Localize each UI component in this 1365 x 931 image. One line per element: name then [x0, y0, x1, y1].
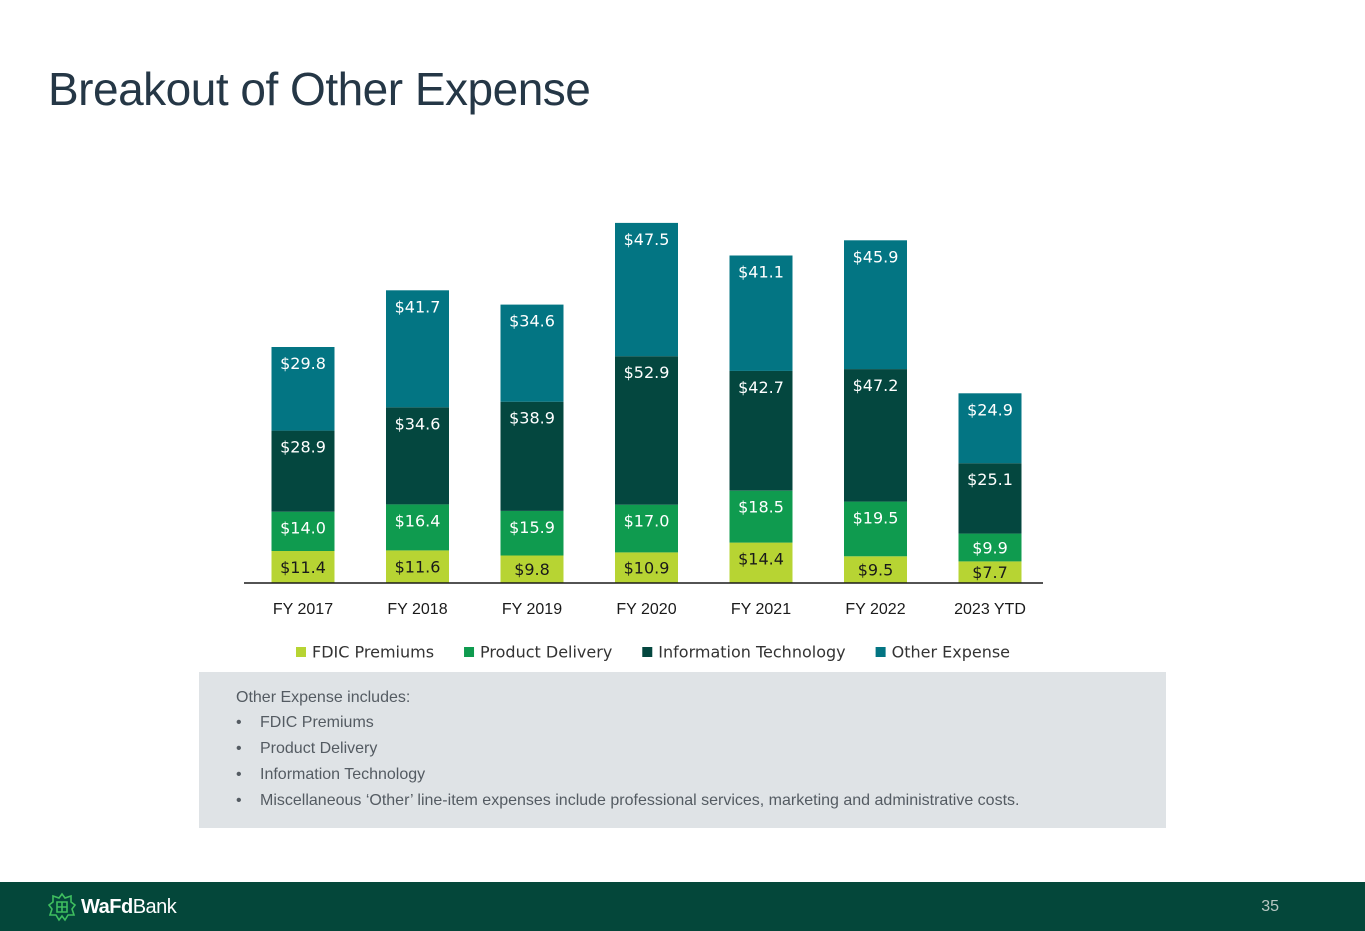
wafd-emblem-icon [47, 892, 77, 922]
bar-segment-it [271, 430, 335, 512]
bar-segment-it [615, 356, 678, 505]
bullet-glyph: • [236, 740, 242, 757]
notes-list-item: • FDIC Premiums [236, 714, 1019, 740]
data-label-product: $14.0 [280, 519, 326, 538]
data-label-other: $41.7 [395, 297, 441, 316]
bullet-glyph: • [236, 792, 242, 809]
legend-swatch-product [464, 647, 475, 657]
data-label-fdic: $9.5 [858, 561, 894, 580]
notes-box: Other Expense includes: • FDIC Premiums •… [199, 672, 1166, 828]
legend-swatch-other [875, 647, 886, 657]
slide-title: Breakout of Other Expense [48, 63, 591, 115]
bullet-glyph: • [236, 766, 242, 783]
data-label-fdic: $10.9 [624, 559, 670, 578]
footer-bar: WaFdBank 35 [0, 882, 1365, 931]
chart-bars [271, 222, 1022, 583]
notes-item-text: Miscellaneous ‘Other’ line-item expenses… [260, 792, 1020, 809]
data-label-it: $38.9 [509, 409, 555, 428]
wafd-wordmark: WaFdBank [81, 895, 177, 919]
data-label-it: $47.2 [853, 376, 899, 395]
bar-segment-it [500, 401, 564, 511]
x-tick-label: FY 2017 [273, 601, 333, 618]
bar-segment-fdic [500, 555, 564, 583]
chart-data-labels: $11.4 $14.0 $28.9 $29.8 $11.6 $16.4 $34.6 $41.7… [280, 230, 1013, 582]
bar-segment-fdic [271, 551, 335, 583]
x-tick-label: FY 2019 [502, 601, 562, 618]
data-label-product: $16.4 [395, 511, 441, 530]
chart-legend: FDIC Premiums Product Delivery Information… [296, 643, 1010, 662]
wordmark-bold: WaFd [81, 895, 133, 918]
data-label-other: $45.9 [853, 247, 899, 266]
x-tick-label: FY 2022 [845, 601, 905, 618]
bullet-glyph: • [236, 714, 242, 731]
legend-label-other: Other Expense [892, 643, 1010, 662]
bar-segment-fdic [844, 556, 907, 583]
notes-list-item: • Information Technology [236, 766, 1019, 792]
legend-label-product: Product Delivery [480, 643, 612, 662]
legend-swatch-fdic [296, 647, 306, 657]
wafd-logo[interactable]: WaFdBank [47, 892, 177, 922]
x-tick-label: FY 2018 [387, 601, 447, 618]
bar-segment-other [271, 347, 335, 431]
bar-segment-product [958, 533, 1022, 562]
data-label-fdic: $11.6 [395, 557, 441, 576]
notes-list-item: • Miscellaneous ‘Other’ line-item expense… [236, 792, 1019, 818]
data-label-other: $47.5 [624, 230, 670, 249]
bar-segment-product [271, 511, 335, 551]
notes-item-text: Information Technology [260, 766, 426, 783]
notes-list: • FDIC Premiums • Product Delivery • Inform… [236, 714, 1019, 818]
wordmark-regular: Bank [132, 895, 177, 918]
bar-segment-other [729, 255, 793, 371]
bar-segment-other [958, 393, 1022, 464]
data-label-product: $9.9 [972, 539, 1008, 558]
bar-segment-it [386, 407, 449, 505]
data-label-it: $25.1 [967, 470, 1013, 489]
bar-segment-other [500, 304, 564, 402]
data-label-fdic: $14.4 [738, 550, 784, 569]
bar-segment-fdic [615, 552, 678, 583]
data-label-other: $24.9 [967, 400, 1013, 419]
bar-segment-other [386, 290, 449, 408]
data-label-fdic: $7.7 [972, 563, 1008, 582]
data-label-it: $52.9 [624, 363, 670, 382]
data-label-fdic: $11.4 [280, 558, 326, 577]
bar-segment-product [844, 501, 907, 557]
data-label-it: $42.7 [738, 378, 784, 397]
data-label-product: $18.5 [738, 498, 784, 517]
data-label-other: $29.8 [280, 354, 326, 373]
data-label-it: $28.9 [280, 438, 326, 457]
legend-label-fdic: FDIC Premiums [312, 643, 434, 662]
bar-segment-product [729, 490, 793, 543]
notes-item-text: Product Delivery [260, 740, 378, 757]
bar-segment-it [729, 370, 793, 491]
data-label-other: $34.6 [509, 312, 555, 331]
data-label-product: $19.5 [853, 509, 899, 528]
x-tick-label: 2023 YTD [954, 601, 1026, 618]
data-label-it: $34.6 [395, 414, 441, 433]
bar-segment-fdic [729, 542, 793, 583]
bar-segment-product [386, 504, 449, 551]
notes-intro: Other Expense includes: [236, 689, 411, 706]
bar-segment-other [615, 222, 678, 357]
bar-segment-fdic [958, 561, 1022, 583]
notes-item-text: FDIC Premiums [260, 714, 374, 731]
legend-label-it: Information Technology [658, 643, 845, 662]
bar-segment-product [615, 504, 678, 553]
bar-segment-it [958, 463, 1022, 534]
x-tick-label: FY 2020 [616, 601, 676, 618]
stacked-bar-chart: $11.4 $14.0 $28.9 $29.8 $11.6 $16.4 $34.6 $41.7… [244, 222, 1043, 662]
data-label-product: $15.9 [509, 518, 555, 537]
bar-segment-it [844, 369, 907, 502]
x-tick-label: FY 2021 [731, 601, 791, 618]
notes-list-item: • Product Delivery [236, 740, 1019, 766]
x-axis-tick-labels: FY 2017 FY 2018 FY 2019 FY 2020 FY 2021 FY 20… [273, 601, 1026, 618]
data-label-other: $41.1 [738, 263, 784, 282]
bar-segment-fdic [386, 550, 449, 583]
bar-segment-product [500, 510, 564, 556]
bar-segment-other [844, 240, 907, 370]
data-label-product: $17.0 [624, 512, 670, 531]
page-number: 35 [1261, 898, 1279, 915]
data-label-fdic: $9.8 [514, 560, 550, 579]
legend-swatch-it [642, 647, 653, 657]
